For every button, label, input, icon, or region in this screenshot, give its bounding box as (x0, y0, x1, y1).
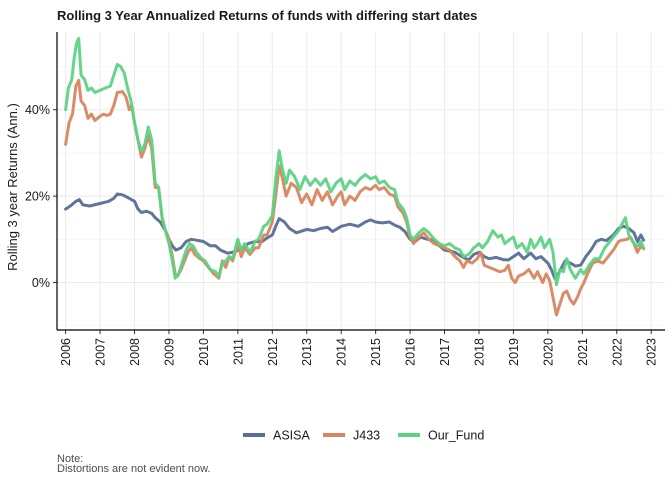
series-lines (64, 37, 646, 317)
x-tick-label: 2008 (128, 338, 142, 366)
x-tick-label: 2017 (438, 338, 452, 366)
tick-labels: 0% 20% 40% 2006 2007 2008 2009 2010 2011 2012 2013… (25, 103, 659, 366)
x-tick-label: 2016 (404, 338, 418, 366)
legend-label: J433 (353, 429, 380, 443)
x-tick-label: 2015 (369, 338, 383, 366)
x-tick-label: 2012 (266, 338, 280, 366)
note-label: Note: (57, 453, 83, 465)
x-tick-label: 2010 (197, 338, 211, 366)
x-tick-label: 2022 (610, 338, 624, 366)
x-tick-label: 2009 (162, 338, 176, 366)
x-tick-label: 2006 (59, 338, 73, 366)
x-tick-label: 2023 (645, 338, 659, 366)
x-tick-label: 2013 (300, 338, 314, 366)
x-tick-label: 2019 (507, 338, 521, 366)
series-line-asisa (64, 192, 646, 280)
y-tick-label: 40% (25, 103, 50, 117)
series-line-our-fund (64, 37, 646, 287)
note-text: Distortions are not evident now. (57, 463, 210, 475)
grid-lines (57, 32, 665, 330)
x-tick-label: 2007 (94, 338, 108, 366)
x-tick-label: 2011 (231, 338, 245, 365)
x-tick-label: 2020 (541, 338, 555, 366)
x-tick-label: 2014 (335, 338, 349, 366)
legend-label: Our_Fund (428, 429, 484, 443)
legend: ASISA J433 Our_Fund (243, 429, 484, 443)
y-axis-title: Rolling 3 year Returns (Ann.) (5, 103, 20, 271)
x-tick-label: 2021 (576, 338, 590, 366)
y-tick-label: 0% (32, 276, 50, 290)
x-tick-label: 2018 (472, 338, 486, 366)
legend-label: ASISA (273, 429, 310, 443)
chart-title: Rolling 3 Year Annualized Returns of fun… (57, 8, 477, 23)
axes (53, 32, 665, 334)
y-tick-label: 20% (25, 190, 50, 204)
